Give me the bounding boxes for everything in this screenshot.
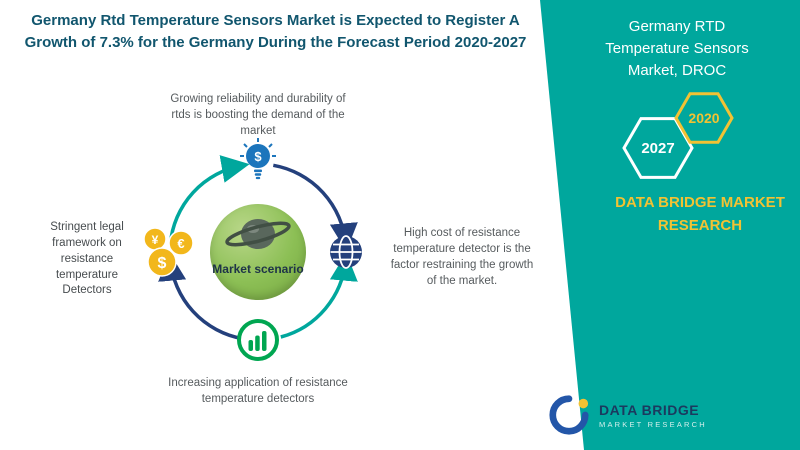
logo-text: DATA BRIDGE MARKET RESEARCH	[599, 402, 707, 429]
planet-icon	[225, 219, 291, 249]
market-scenario-circle: Market scenario	[210, 204, 306, 300]
logo-title: DATA BRIDGE	[599, 401, 700, 418]
svg-text:$: $	[158, 255, 167, 272]
restraint-right-text: High cost of resistance temperature dete…	[390, 227, 534, 287]
cycle-ring	[158, 155, 358, 341]
data-bridge-logo: DATA BRIDGE MARKET RESEARCH	[548, 394, 784, 436]
market-scenario-label: Market scenario	[212, 262, 304, 276]
data-bridge-logo-icon	[549, 395, 589, 435]
bar-chart-icon	[237, 319, 279, 361]
arc-bottom-right	[280, 252, 358, 339]
svg-text:$: $	[254, 149, 262, 164]
forecast-hexagons: 2027 2020	[622, 92, 734, 179]
page-title: Germany Rtd Temperature Sensors Market i…	[24, 12, 527, 51]
hexagon-2020	[674, 92, 734, 144]
globe-icon	[330, 235, 362, 269]
money-coins-icon: ¥ € $	[143, 227, 194, 277]
arc-top-right	[272, 163, 358, 252]
svg-text:¥: ¥	[152, 233, 159, 247]
hexagon-2027	[622, 117, 694, 179]
hexagon-2020-label: 2020	[688, 110, 719, 126]
lightbulb-icon: $	[240, 138, 276, 180]
hexagon-2027-label: 2027	[641, 140, 674, 157]
opportunity-bottom-text: Increasing application of resistance tem…	[168, 377, 348, 405]
arc-bottom-left	[158, 252, 244, 341]
logo-subtitle: MARKET RESEARCH	[599, 419, 707, 429]
arc-top-left	[168, 155, 250, 245]
panel-title: Germany RTD Temperature Sensors Market, …	[605, 18, 749, 79]
svg-text:€: €	[177, 236, 184, 251]
driver-left-text: Stringent legal framework on resistance …	[50, 221, 124, 297]
brand-name: DATA BRIDGE MARKET RESEARCH	[615, 194, 785, 234]
driver-top-text: Growing reliability and durability of rt…	[170, 93, 346, 137]
